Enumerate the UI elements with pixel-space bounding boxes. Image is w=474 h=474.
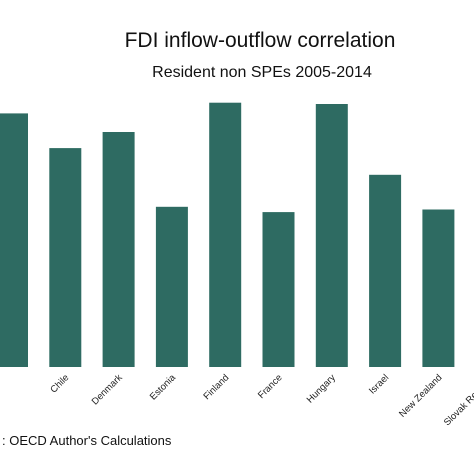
tick-label-slovak-republic: Slovak Republic bbox=[442, 372, 474, 428]
chart-title: FDI inflow-outflow correlation bbox=[125, 29, 396, 52]
bar-chile bbox=[49, 148, 82, 367]
tick-label-denmark: Denmark bbox=[90, 372, 125, 407]
tick-label-hungary: Hungary bbox=[305, 372, 338, 405]
source-note: : OECD Author's Calculations bbox=[2, 433, 172, 448]
chart-subtitle: Resident non SPEs 2005-2014 bbox=[152, 64, 372, 81]
tick-label-france: France bbox=[256, 372, 285, 401]
tick-label-finland: Finland bbox=[202, 372, 232, 402]
tick-label-chile: Chile bbox=[48, 372, 71, 395]
bar-france bbox=[262, 212, 295, 367]
bars-group bbox=[0, 102, 455, 368]
bar-hungary bbox=[315, 104, 348, 367]
tick-label-estonia: Estonia bbox=[148, 372, 179, 403]
bar-new-zealand bbox=[422, 209, 455, 367]
bar-first bbox=[0, 113, 28, 368]
tick-label-new-zealand: New Zealand bbox=[397, 372, 444, 419]
bar-denmark bbox=[102, 132, 135, 367]
bar-israel bbox=[369, 174, 402, 367]
bar-finland bbox=[209, 102, 242, 367]
bar-estonia bbox=[155, 206, 188, 367]
tick-label-israel: Israel bbox=[367, 372, 391, 396]
x-tick-labels: Chile Denmark Estonia Finland France Hungary I… bbox=[48, 372, 474, 428]
